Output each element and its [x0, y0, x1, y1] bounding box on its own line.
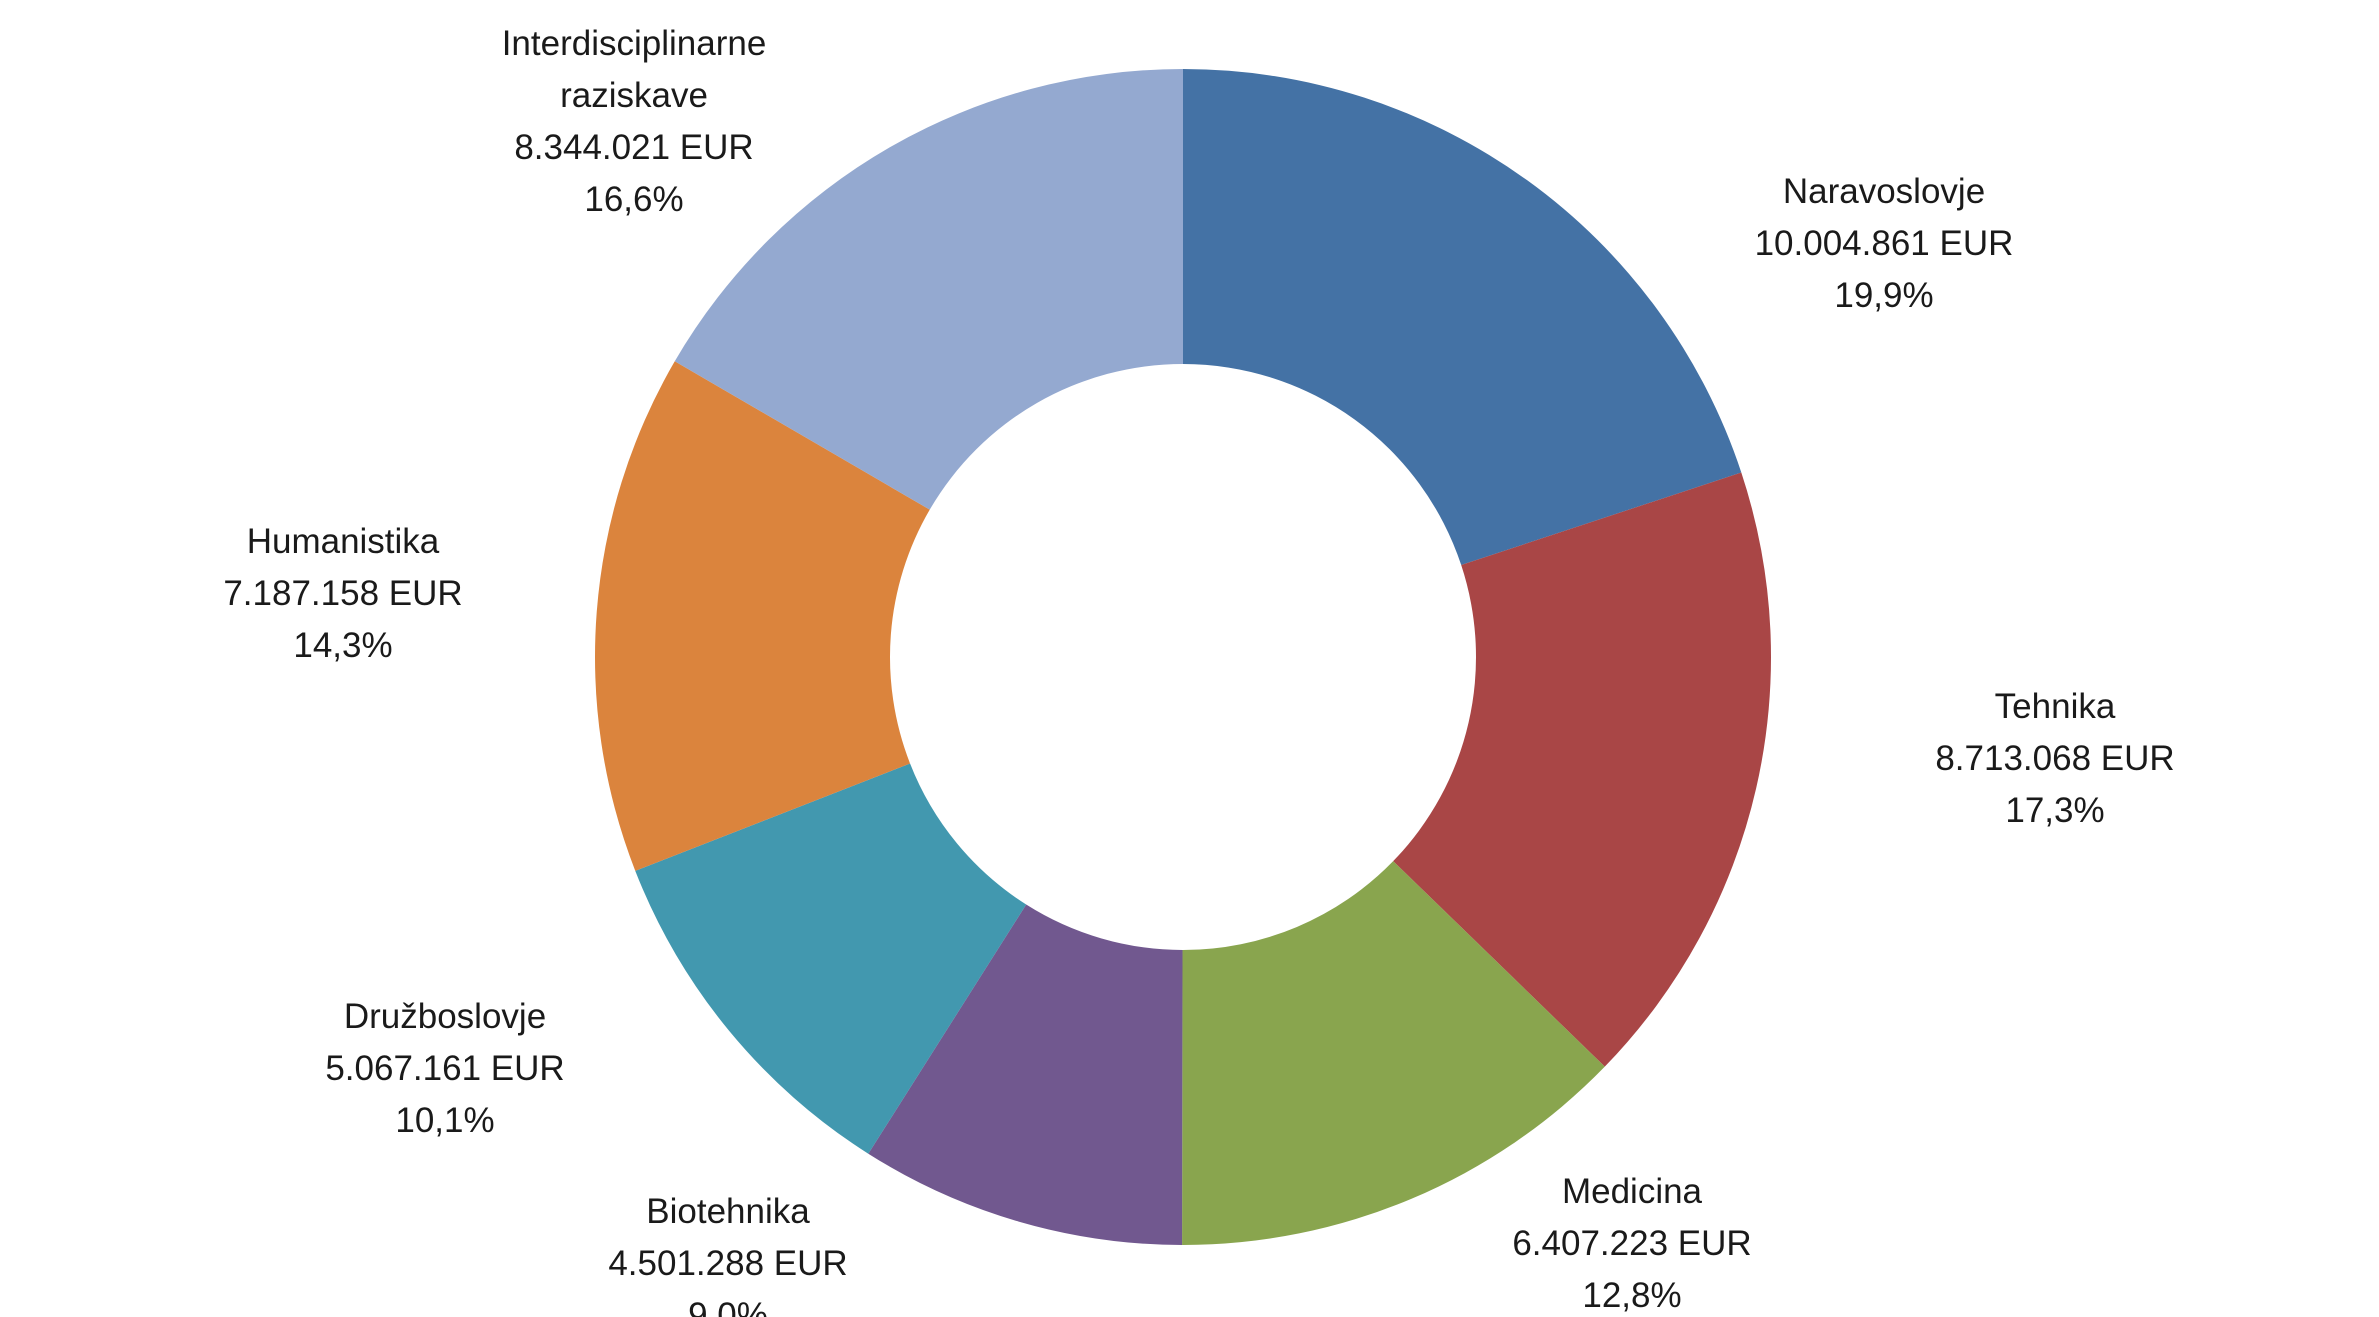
- slice-medicina: [1182, 861, 1605, 1245]
- category-label: Družboslovje: [344, 997, 546, 1036]
- slice-biotehnika: [868, 904, 1183, 1245]
- category-label: Tehnika: [1995, 687, 2116, 726]
- value-label: 8.344.021 EUR: [514, 128, 753, 167]
- percent-label: 10,1%: [395, 1101, 494, 1140]
- value-label: 7.187.158 EUR: [223, 574, 462, 613]
- slice-label-humanistika: Humanistika 7.187.158 EUR 14,3%: [223, 522, 462, 665]
- category-label: Interdisciplinarne: [502, 24, 767, 63]
- percent-label: 19,9%: [1834, 276, 1933, 315]
- value-label: 10.004.861 EUR: [1755, 224, 2014, 263]
- category-label: Humanistika: [247, 522, 440, 561]
- slice-label-medicina: Medicina 6.407.223 EUR 12,8%: [1512, 1172, 1751, 1315]
- percent-label: 16,6%: [584, 180, 683, 219]
- category-label: raziskave: [560, 76, 708, 115]
- percent-label: 14,3%: [293, 626, 392, 665]
- percent-label: 12,8%: [1582, 1276, 1681, 1315]
- slice-tehnika: [1393, 472, 1771, 1067]
- category-label: Naravoslovje: [1783, 172, 1985, 211]
- slice-label-družboslovje: Družboslovje 5.067.161 EUR 10,1%: [325, 997, 564, 1140]
- percent-label: 17,3%: [2005, 791, 2104, 830]
- slice-humanistika: [594, 361, 930, 871]
- value-label: 6.407.223 EUR: [1512, 1224, 1751, 1263]
- slice-label-biotehnika: Biotehnika 4.501.288 EUR 9,0%: [608, 1192, 847, 1317]
- slice-naravoslovje: [1183, 69, 1742, 566]
- slice-label-naravoslovje: Naravoslovje 10.004.861 EUR 19,9%: [1755, 172, 2014, 315]
- value-label: 4.501.288 EUR: [608, 1244, 847, 1283]
- value-label: 5.067.161 EUR: [325, 1049, 564, 1088]
- slice-interdisciplinarne-raziskave: [674, 69, 1183, 510]
- category-label: Medicina: [1562, 1172, 1703, 1211]
- category-label: Biotehnika: [646, 1192, 810, 1231]
- slice-label-interdisciplinarne-raziskave: Interdisciplinarne raziskave 8.344.021 EUR…: [502, 24, 767, 219]
- slice-label-tehnika: Tehnika 8.713.068 EUR 17,3%: [1935, 687, 2174, 830]
- slice-družboslovje: [635, 763, 1027, 1154]
- chart-slices: [594, 69, 1771, 1245]
- percent-label: 9,0%: [688, 1296, 768, 1317]
- chart-labels: Naravoslovje 10.004.861 EUR 19,9% Tehnika 8.…: [223, 24, 2174, 1317]
- value-label: 8.713.068 EUR: [1935, 739, 2174, 778]
